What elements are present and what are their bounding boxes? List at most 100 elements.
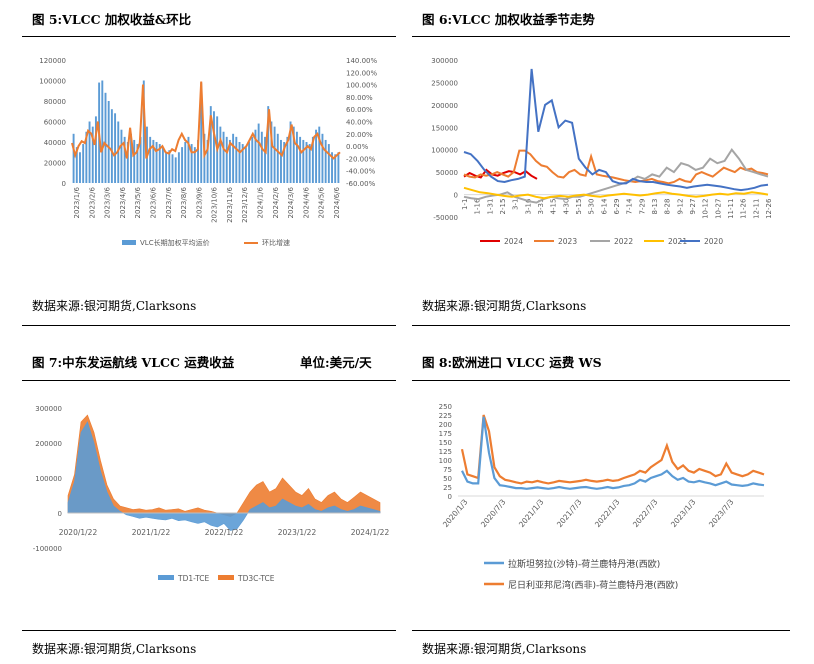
fig5-right-tick-label: -60.00% [346,180,376,188]
fig7-x-tick-label: 2024/1/22 [351,528,390,537]
fig8-y-tick-label: 25 [443,484,452,492]
fig5-bar [286,136,289,183]
fig6-x-tick-label: 9-27 [689,199,697,215]
fig7-y-tick-label: 300000 [35,405,62,413]
fig7-y-tick-label: 0 [58,510,62,518]
fig5-chart: 0 20000 40000 60000 80000 100000 120000 -60.00%… [39,57,377,247]
fig6-line-2021 [463,186,769,200]
fig5-bar [91,126,94,183]
fig5-bar [276,133,279,183]
fig5-x-tick-label: 2023/12/6 [241,186,249,222]
fig6-title: 图 6:VLCC 加权收益季节走势 [422,12,595,27]
fig5-bar [136,144,139,183]
fig5-bar [174,157,177,183]
fig6-legend-label-2021: 2021 [668,237,687,246]
fig7-y-tick-label: 100000 [35,475,62,483]
fig5-right-tick-label: 100.00% [346,82,377,90]
fig5-x-tick-label: 2024/1/6 [257,186,265,218]
fig7-title: 图 7:中东发运航线 VLCC 运费收益 [32,355,235,370]
fig5-bar [142,80,145,183]
fig8-y-tick-label: 225 [439,412,452,420]
fig5-bar [257,123,260,183]
fig5-bar [213,111,215,183]
fig6-x-tick-label: 2-15 [499,199,507,215]
fig5-right-tick-label: 140.00% [346,57,377,65]
fig5-bar [209,106,212,183]
fig5-bar [177,152,180,183]
fig8-title-rule [412,380,790,381]
fig5-bar [251,136,254,183]
fig6-legend-label-2023: 2023 [558,237,577,246]
fig5-bar [139,136,142,183]
fig8-x-tick-label: 2022/1/3 [593,497,622,529]
fig8-y-tick-label: 75 [443,466,452,474]
fig6-x-tick-label: 8-13 [651,199,659,215]
fig8-y-tick-label: 200 [439,421,452,429]
fig5-bar [101,80,104,183]
fig6-x-tick-label: 12-26 [765,198,773,219]
fig5-bar [79,152,81,183]
fig5-legend-bar-label: VLC长期加权平均运价 [140,238,210,247]
fig8-x-tick-label: 2021/1/3 [517,497,546,529]
fig5-bar [292,126,295,183]
fig5-x-tick-label: 2023/8/6 [180,186,188,218]
fig5-bar [149,136,152,183]
fig6-x-tick-label: 3-1 [512,199,520,210]
fig5-bar [222,131,225,183]
fig5-bar [302,139,305,183]
fig5-bar [206,139,209,183]
fig5-bar [331,152,333,183]
fig5-bar [289,121,292,183]
fig5-bar [311,136,314,183]
fig6-y-tick-label: 250000 [431,79,458,87]
fig6-x-tick-label: 6-14 [600,198,608,214]
fig6-bottom-rule [412,325,790,326]
fig5-right-tick-label: 60.00% [346,106,373,114]
fig5-bar [305,142,308,183]
fig5-x-tick-label: 2023/6/6 [149,186,157,218]
fig6-y-tick-label: 100000 [431,147,458,155]
fig5-bar [88,121,91,183]
fig5-bar [171,154,174,183]
fig5-x-tick-label: 2023/2/6 [88,186,96,218]
fig8-x-tick-label: 2023/7/3 [707,497,736,529]
fig5-bar [299,136,302,183]
fig6-chart: -50000 0 50000 100000 150000 200000 250000 3000… [431,57,773,246]
fig6-x-tick-label: 5-15 [575,199,583,215]
fig5-left-tick-label: 80000 [44,98,66,106]
fig5-bottom-rule [22,325,396,326]
fig5-bar [187,136,190,183]
fig6-y-tick-label: -50000 [433,214,458,222]
fig5-bar [334,154,337,183]
fig8-x-tick-label: 2021/7/3 [555,497,584,529]
fig5-x-tick-label: 2023/9/6 [195,186,203,218]
fig5-bar [155,142,158,183]
fig5-left-tick-label: 120000 [39,57,66,65]
fig5-bar [238,142,241,183]
fig5-bar [110,109,113,183]
fig5-bar [327,144,330,183]
fig5-right-tick-label: 40.00% [346,119,373,127]
fig6-x-tick-label: 11-11 [727,199,735,219]
fig6-y-tick-label: 150000 [431,124,458,132]
fig5-x-tick-label: 2024/2/6 [272,186,280,218]
fig5-x-tick-label: 2023/10/6 [211,186,219,222]
fig6-y-tick-label: 200000 [431,102,458,110]
fig6-x-tick-label: 8-28 [664,199,672,215]
fig5-bar [158,144,161,183]
fig6-x-tick-label: 3-31 [537,199,545,215]
fig5-legend-bar-swatch [122,240,136,245]
fig7-x-tick-label: 2023/1/22 [278,528,317,537]
fig5-bar [283,142,286,183]
fig6-x-tick-label: 12-11 [752,199,760,219]
fig6-source: 数据来源:银河期货,Clarksons [422,299,587,313]
fig5-bar [200,82,203,183]
fig5-bar [308,144,311,183]
fig5-bar [193,147,196,183]
fig7-source: 数据来源:银河期货,Clarksons [32,642,197,656]
fig5-bar [75,147,78,183]
fig8-y-tick-label: 0 [448,493,452,501]
fig5-bar [120,129,123,183]
fig8-line-west-africa [460,414,765,485]
